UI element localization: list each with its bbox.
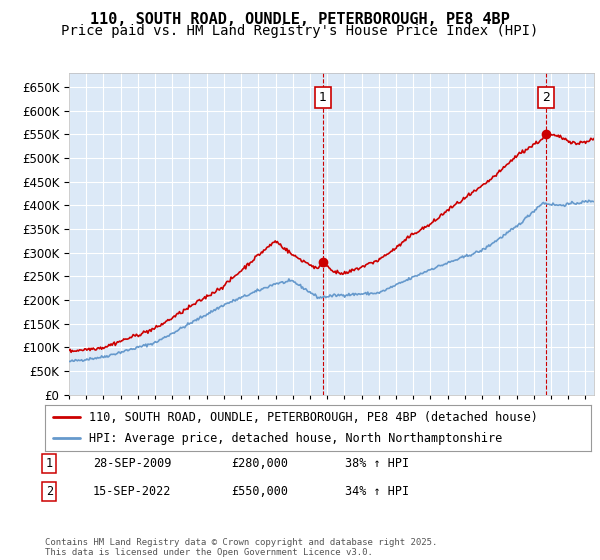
- Text: 1: 1: [319, 91, 327, 104]
- Text: Contains HM Land Registry data © Crown copyright and database right 2025.
This d: Contains HM Land Registry data © Crown c…: [45, 538, 437, 557]
- Text: 110, SOUTH ROAD, OUNDLE, PETERBOROUGH, PE8 4BP: 110, SOUTH ROAD, OUNDLE, PETERBOROUGH, P…: [90, 12, 510, 27]
- Text: 2: 2: [542, 91, 550, 104]
- Text: £550,000: £550,000: [231, 485, 288, 498]
- Text: 38% ↑ HPI: 38% ↑ HPI: [345, 457, 409, 470]
- Text: 1: 1: [46, 457, 53, 470]
- Text: 110, SOUTH ROAD, OUNDLE, PETERBOROUGH, PE8 4BP (detached house): 110, SOUTH ROAD, OUNDLE, PETERBOROUGH, P…: [89, 411, 538, 424]
- Text: £280,000: £280,000: [231, 457, 288, 470]
- Text: 28-SEP-2009: 28-SEP-2009: [93, 457, 172, 470]
- Text: 34% ↑ HPI: 34% ↑ HPI: [345, 485, 409, 498]
- Text: 15-SEP-2022: 15-SEP-2022: [93, 485, 172, 498]
- Text: HPI: Average price, detached house, North Northamptonshire: HPI: Average price, detached house, Nort…: [89, 432, 502, 445]
- Text: 2: 2: [46, 485, 53, 498]
- Text: Price paid vs. HM Land Registry's House Price Index (HPI): Price paid vs. HM Land Registry's House …: [61, 24, 539, 38]
